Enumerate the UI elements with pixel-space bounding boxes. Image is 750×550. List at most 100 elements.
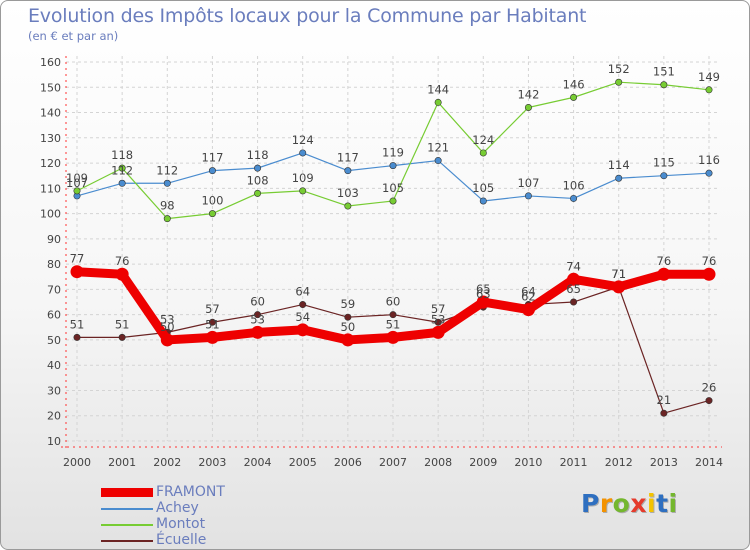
legend: FRAMONT Achey Montot Écuelle [101, 484, 361, 549]
data-point [163, 215, 171, 223]
data-point [73, 333, 81, 341]
legend-swatch [101, 488, 153, 497]
data-label: 124 [292, 133, 314, 147]
y-tick-label: 150 [40, 81, 61, 94]
x-tick-label: 2005 [289, 456, 317, 469]
data-point [705, 169, 713, 177]
data-point [476, 295, 490, 309]
x-tick-label: 2008 [424, 456, 452, 469]
logo-letter: i [668, 489, 678, 518]
data-point [434, 318, 442, 326]
data-point [615, 174, 623, 182]
x-tick-label: 2009 [469, 456, 497, 469]
data-label: 109 [66, 171, 88, 185]
logo-letter: r [599, 489, 613, 518]
data-label: 114 [608, 158, 630, 172]
data-point [296, 323, 310, 337]
legend-swatch [101, 508, 153, 510]
legend-item: Montot [101, 516, 361, 533]
x-tick-label: 2010 [514, 456, 542, 469]
data-label: 105 [382, 181, 404, 195]
x-tick-label: 2011 [560, 456, 588, 469]
data-point [118, 179, 126, 187]
data-point [251, 325, 265, 339]
y-tick-label: 10 [47, 435, 61, 448]
data-point [118, 164, 126, 172]
data-label: 117 [201, 151, 223, 165]
data-point [705, 86, 713, 94]
data-point [254, 164, 262, 172]
legend-swatch [101, 540, 153, 542]
x-tick-label: 2003 [198, 456, 226, 469]
data-label: 50 [160, 320, 175, 334]
data-label: 118 [111, 148, 133, 162]
data-label: 76 [702, 254, 717, 268]
data-point [299, 301, 307, 309]
logo-letter: x [630, 489, 647, 518]
logo-letter: P [581, 489, 600, 518]
y-tick-label: 80 [47, 258, 61, 271]
data-label: 146 [563, 77, 585, 91]
x-tick-label: 2000 [63, 456, 91, 469]
x-tick-label: 2004 [244, 456, 272, 469]
data-label: 76 [115, 254, 130, 268]
data-label: 149 [698, 70, 720, 84]
legend-label: FRAMONT [156, 484, 225, 500]
data-point [431, 325, 445, 339]
data-label: 51 [205, 317, 220, 331]
x-tick-label: 2012 [605, 456, 633, 469]
data-label: 115 [653, 156, 675, 170]
y-tick-label: 50 [47, 334, 61, 347]
data-label: 74 [566, 259, 581, 273]
data-label: 112 [111, 163, 133, 177]
data-label: 103 [337, 186, 359, 200]
data-label: 21 [657, 393, 672, 407]
data-point [660, 409, 668, 417]
data-point [254, 189, 262, 197]
data-point [160, 333, 174, 347]
x-tick-label: 2002 [153, 456, 181, 469]
data-label: 124 [472, 133, 494, 147]
x-tick-label: 2007 [379, 456, 407, 469]
legend-label: Écuelle [156, 532, 207, 548]
legend-item: Achey [101, 500, 361, 517]
y-tick-label: 130 [40, 132, 61, 145]
data-point [254, 311, 262, 319]
data-point [70, 265, 84, 279]
y-tick-label: 60 [47, 309, 61, 322]
data-point [344, 167, 352, 175]
data-label: 71 [611, 267, 626, 281]
data-point [524, 103, 532, 111]
data-point [570, 93, 578, 101]
y-tick-label: 110 [40, 182, 61, 195]
line-chart: 10 20 30 40 50 60 70 80 90 100 110 120 130 140 150 160 2… [40, 56, 723, 469]
data-point [389, 311, 397, 319]
data-point [524, 192, 532, 200]
data-point [389, 197, 397, 205]
data-label: 50 [341, 320, 356, 334]
data-label: 51 [70, 317, 85, 331]
data-point [479, 149, 487, 157]
data-point [567, 272, 581, 286]
data-label: 117 [337, 151, 359, 165]
data-label: 64 [521, 285, 536, 299]
data-point [115, 267, 129, 281]
data-label: 118 [247, 148, 269, 162]
y-tick-label: 30 [47, 384, 61, 397]
data-label: 59 [341, 297, 356, 311]
data-point [570, 194, 578, 202]
logo-letter: t [656, 489, 669, 518]
data-label: 107 [66, 176, 88, 190]
data-label: 53 [160, 312, 175, 326]
y-tick-label: 140 [40, 107, 61, 120]
legend-label: Montot [156, 516, 206, 532]
data-point [344, 313, 352, 321]
data-point [434, 98, 442, 106]
data-label: 71 [611, 267, 626, 281]
data-label: 51 [386, 317, 401, 331]
data-point [705, 397, 713, 405]
data-point [660, 81, 668, 89]
data-label: 65 [476, 282, 491, 296]
data-point [208, 167, 216, 175]
